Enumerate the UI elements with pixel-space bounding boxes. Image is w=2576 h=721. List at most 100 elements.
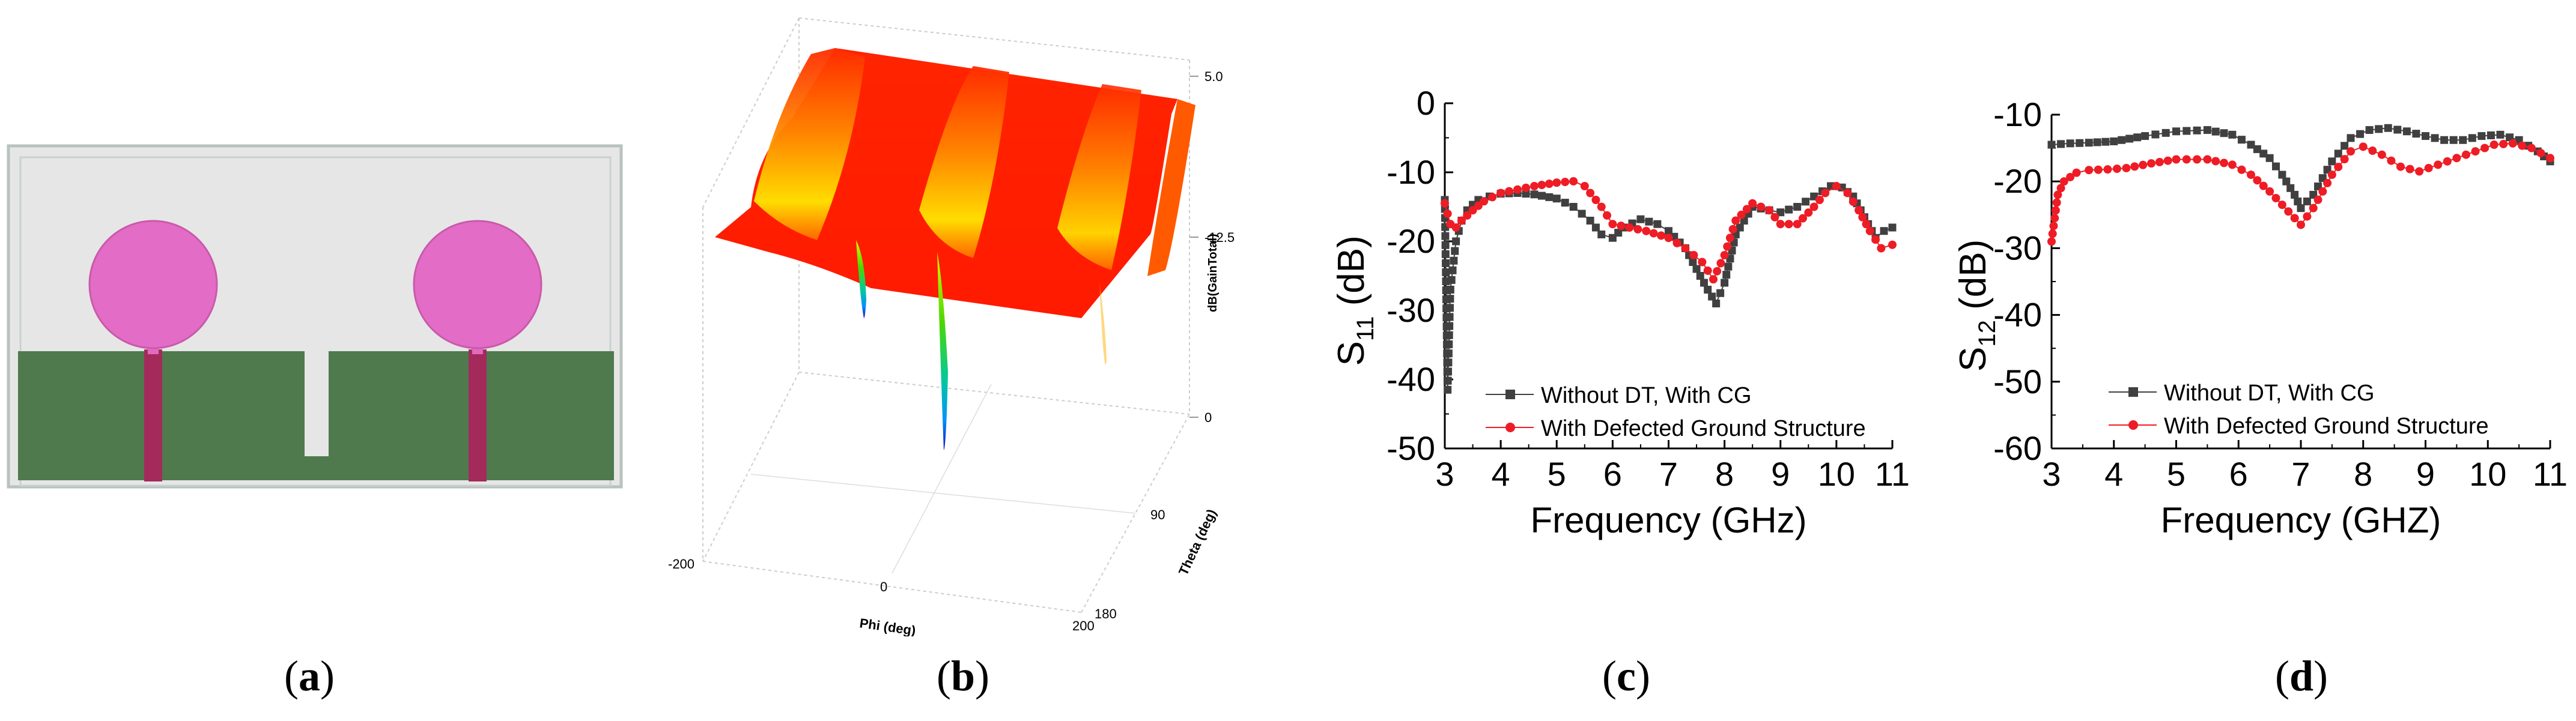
y-axis-label-unit: (dB) (1952, 240, 1994, 320)
data-point (1716, 259, 1725, 268)
data-point (2220, 158, 2229, 167)
y-tick-label: -40 (1387, 360, 1435, 398)
data-point (1653, 220, 1662, 228)
series-0 (2047, 124, 2554, 213)
chart-c: 3 4 5 6 7 8 9 10 11 0 -10 -20 -30 -40 -50 Frequency (GH… (1331, 84, 1910, 540)
data-point (1888, 223, 1897, 232)
data-point (2303, 198, 2311, 206)
data-point (1664, 234, 1673, 243)
data-point (1444, 358, 1453, 367)
data-point (2253, 176, 2262, 185)
data-point (1457, 216, 1466, 225)
data-point (1522, 190, 1530, 198)
data-point (1713, 267, 1722, 276)
data-point (2327, 170, 2336, 179)
x-tick-label: 7 (2291, 455, 2310, 493)
data-point (1793, 220, 1802, 229)
data-point (2297, 220, 2305, 229)
data-point (2334, 149, 2342, 158)
data-point (2468, 134, 2476, 142)
data-point (2103, 165, 2112, 174)
radiating-patch-left (88, 220, 218, 349)
data-point (1862, 220, 1871, 229)
ground-plane (18, 351, 614, 480)
data-point (1855, 206, 1864, 215)
data-point (1442, 268, 1450, 276)
data-point (2271, 194, 2280, 202)
data-point (2434, 160, 2443, 169)
data-point (2282, 177, 2291, 186)
data-point (2422, 132, 2429, 140)
data-point (1442, 259, 1450, 267)
data-point (1843, 189, 1852, 198)
data-point (2277, 201, 2286, 210)
data-point (2318, 187, 2327, 196)
data-point (2163, 156, 2172, 165)
data-point (1748, 199, 1757, 208)
y-tick-label: -20 (1387, 222, 1435, 260)
gain-lobe-1 (754, 48, 865, 240)
data-point (1608, 220, 1617, 229)
x-tick-label: 10 (2469, 455, 2506, 493)
data-point (1724, 262, 1733, 271)
panel-d: 3 4 5 6 7 8 9 10 11 -10 -20 -30 -40 -50 -60 Frequency (… (1934, 0, 2576, 721)
data-point (2247, 140, 2255, 149)
data-point (1441, 199, 1449, 208)
data-point (2047, 140, 2056, 149)
data-point (1681, 244, 1690, 253)
data-point (2359, 142, 2368, 151)
data-point (1725, 234, 1734, 243)
gain-surface-shadow (1099, 282, 1107, 365)
data-point (2489, 140, 2499, 149)
data-point (2499, 139, 2508, 148)
data-point (1597, 231, 1606, 238)
data-point (1712, 300, 1721, 307)
data-point (2094, 165, 2103, 174)
data-point (1445, 322, 1454, 330)
data-point (1815, 196, 1824, 204)
x-tick-label: 9 (2416, 455, 2435, 493)
phi-tick-zero: 0 (880, 579, 887, 594)
gain-null-spike-1 (856, 240, 866, 318)
data-point (1552, 178, 1561, 187)
y-tick-label: -10 (1387, 153, 1435, 191)
data-point (1597, 202, 1606, 211)
data-point (1545, 193, 1554, 201)
data-point (2237, 165, 2246, 174)
data-point (2049, 222, 2058, 231)
x-tick-label: 5 (1548, 455, 1566, 493)
data-point (1821, 189, 1830, 198)
legend-label: With Defected Ground Structure (2164, 414, 2489, 439)
data-point (1530, 182, 1539, 190)
data-point (2139, 160, 2148, 169)
data-point (2328, 157, 2336, 166)
gain-null-spike-2 (937, 252, 948, 450)
data-point (1445, 331, 1453, 339)
data-point (1770, 213, 1779, 222)
data-point (1441, 241, 1450, 249)
data-point (1776, 220, 1785, 229)
gain-surface-edge (1147, 99, 1195, 276)
legend-marker (1505, 423, 1515, 432)
data-point (1737, 210, 1746, 219)
data-point (2341, 142, 2349, 150)
data-point (2220, 129, 2228, 137)
caption-a-letter: a (298, 652, 320, 700)
data-point (2452, 154, 2461, 163)
data-point (1742, 205, 1751, 214)
data-point (1722, 271, 1731, 279)
data-point (1721, 279, 1729, 287)
legend-marker (1505, 390, 1515, 399)
legend-marker (2128, 387, 2138, 397)
data-point (1723, 242, 1732, 251)
data-point (1617, 222, 1626, 231)
panel-a: (a) (0, 0, 637, 721)
data-point (2486, 131, 2495, 139)
data-point (2477, 132, 2486, 140)
data-point (1444, 349, 1453, 358)
data-point (2536, 148, 2545, 157)
data-point (2059, 177, 2068, 186)
data-point (1708, 292, 1716, 301)
data-point (2182, 155, 2191, 164)
data-point (2290, 214, 2299, 223)
